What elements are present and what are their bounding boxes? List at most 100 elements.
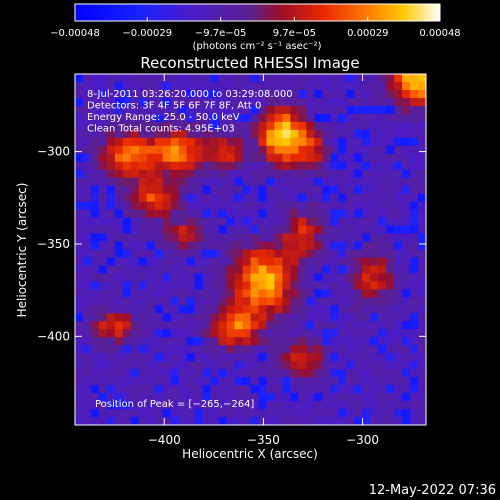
heatmap-cell [178,217,188,227]
heatmap-cell [98,273,108,283]
heatmap-cell [138,249,148,259]
heatmap-cell [226,185,236,195]
heatmap-cell [210,249,220,259]
heatmap-cell [322,289,331,298]
heatmap-cell [202,281,212,290]
heatmap-cell [194,193,204,203]
heatmap-cell [130,417,140,425]
timestamp: 12-May-2022 07:36 [369,483,496,498]
heatmap-cell [75,97,84,107]
heatmap-cell [282,345,291,354]
heatmap-cell [98,329,108,338]
heatmap-cell [378,185,387,195]
heatmap-cell [338,377,347,386]
heatmap-cell [322,313,331,322]
heatmap-cell [282,401,291,410]
heatmap-cell [402,177,411,187]
heatmap-cell [202,185,212,195]
heatmap-cell [314,289,323,298]
heatmap-cell [234,289,244,298]
heatmap-cell [378,377,387,386]
heatmap-cell [75,393,84,402]
heatmap-cell [202,74,212,83]
heatmap-cell [322,329,331,338]
heatmap-cell [370,217,379,227]
heatmap-cell [234,249,244,259]
heatmap-cell [75,321,84,330]
heatmap-cell [130,153,140,163]
heatmap-cell [146,305,156,314]
heatmap-cell [138,185,148,195]
heatmap-cell [266,305,276,314]
heatmap-cell [378,297,387,306]
heatmap-cell [306,241,315,251]
heatmap-cell [306,74,315,83]
heatmap-cell [402,353,411,362]
heatmap-cell [410,97,419,107]
heatmap-cell [394,305,403,314]
heatmap-cell [346,105,355,115]
heatmap-cell [402,81,411,91]
heatmap-cell [378,81,387,91]
heatmap-cell [106,113,116,123]
heatmap-cell [162,345,172,354]
heatmap-cell [138,297,148,306]
heatmap-cell [370,321,379,330]
heatmap-cell [346,353,355,362]
heatmap-cell [306,201,315,211]
heatmap-cell [106,217,116,227]
heatmap-cell [266,337,276,346]
heatmap-cell [138,353,148,362]
heatmap-cell [154,145,164,155]
heatmap-cell [402,289,411,298]
heatmap-cell [130,105,140,115]
heatmap-cell [138,361,148,370]
colorbar-tick-label: −0.00048 [50,28,100,39]
heatmap-cell [402,105,411,115]
heatmap-cell [386,233,395,243]
heatmap-cell [290,281,299,290]
heatmap-cell [258,81,268,91]
heatmap-cell [178,121,188,131]
heatmap-cell [242,241,252,251]
heatmap-cell [178,137,188,147]
heatmap-cell [378,249,387,259]
heatmap-cell [146,337,156,346]
heatmap-cell [226,201,236,211]
heatmap-cell [338,385,347,394]
heatmap-cell [130,345,140,354]
heatmap-cell [122,313,132,322]
heatmap-cell [306,409,315,418]
heatmap-cell [346,177,355,187]
heatmap-cell [346,265,355,275]
heatmap-cell [306,369,315,378]
heatmap-cell [378,265,387,275]
heatmap-cell [330,289,339,298]
heatmap-cell [266,321,276,330]
heatmap-cell [146,161,156,171]
heatmap-cell [250,313,260,322]
heatmap-cell [170,297,180,306]
heatmap-cell [386,209,395,219]
heatmap-cell [250,74,260,83]
heatmap-cell [226,369,236,378]
heatmap-cell [290,393,299,402]
heatmap-cell [178,321,188,330]
heatmap-cell [346,74,355,83]
x-tick-label: −400 [148,433,181,447]
heatmap-cell [130,113,140,123]
heatmap-cell [218,177,228,187]
heatmap-cell [306,385,315,394]
heatmap-cell [234,393,244,402]
heatmap-cell [170,345,180,354]
heatmap-cell [98,81,108,91]
heatmap-cell [298,169,307,179]
heatmap-cell [130,97,140,107]
heatmap-cell [402,121,411,131]
heatmap-cell [98,369,108,378]
heatmap-cell [114,289,124,298]
heatmap-cell [98,209,108,219]
heatmap-cell [138,217,148,227]
heatmap-cell [266,377,276,386]
heatmap-cell [250,225,260,235]
